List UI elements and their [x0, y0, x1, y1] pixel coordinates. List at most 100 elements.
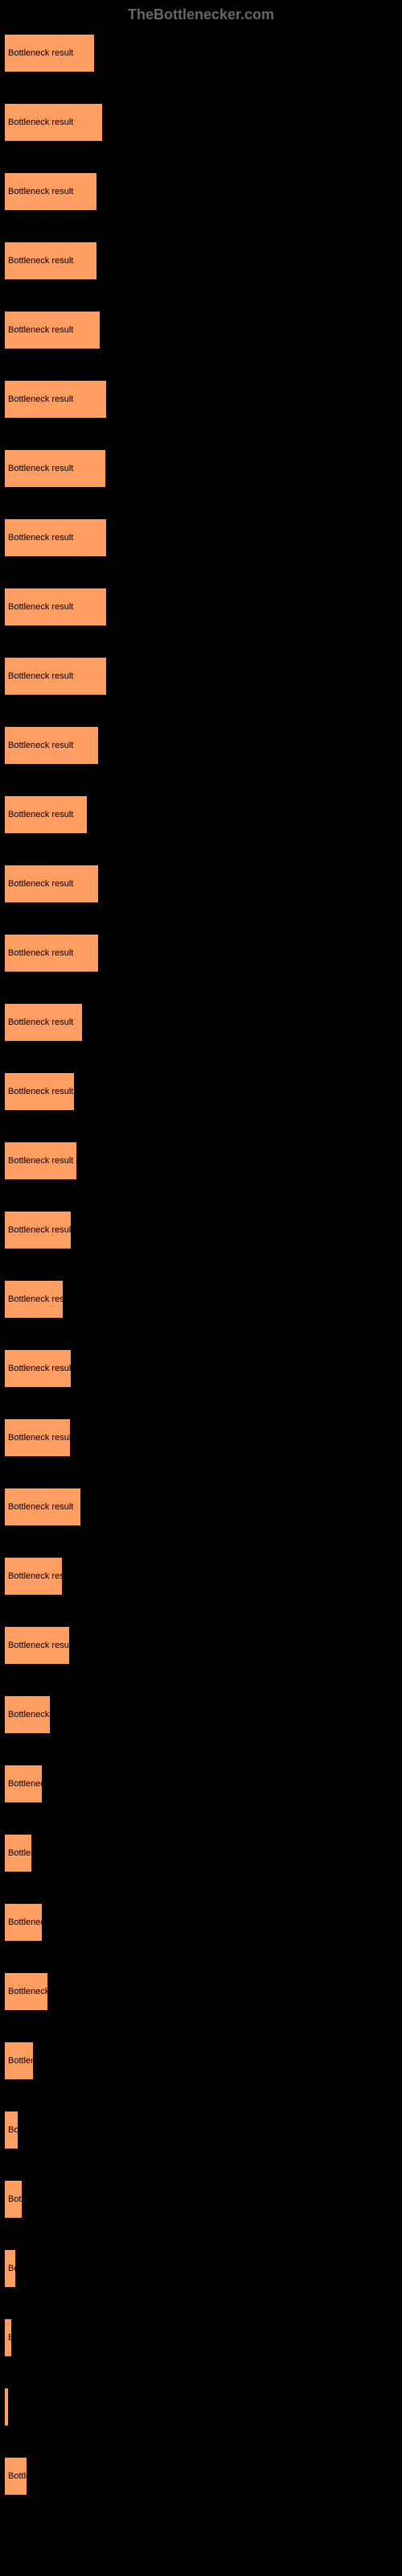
bar-label: Bottleneck result: [8, 2402, 9, 2412]
bar-label: Bottleneck result: [8, 1571, 63, 1581]
bar-label: Bottleneck result: [8, 1918, 43, 1927]
bar-row: Bottleneck result: [4, 2388, 402, 2426]
bar-row: Bottleneck result: [4, 2180, 402, 2219]
chart-bar: Bottleneck result: [4, 34, 95, 72]
page-header: TheBottlenecker.com: [0, 0, 402, 30]
chart-bar: Bottleneck result: [4, 380, 107, 419]
bar-row: Bottleneck result: [4, 34, 402, 72]
bar-label: Bottleneck result: [8, 256, 73, 266]
bar-chart: Bottleneck result Bottleneck result Bottle…: [0, 30, 402, 2496]
bar-row: Bottleneck result: [4, 103, 402, 142]
bar-row: Bottleneck result: [4, 2249, 402, 2288]
bar-row: Bottleneck result: [4, 1695, 402, 1734]
bar-row: Bottleneck result: [4, 1626, 402, 1665]
chart-bar: Bottleneck result: [4, 2457, 27, 2496]
bar-row: Bottleneck result: [4, 588, 402, 626]
chart-bar: Bottleneck result: [4, 1626, 70, 1665]
bar-label: Bottleneck result: [8, 118, 73, 127]
bar-row: Bottleneck result: [4, 657, 402, 696]
chart-bar: Bottleneck result: [4, 311, 100, 349]
bar-label: Bottleneck result: [8, 1779, 43, 1789]
chart-bar: Bottleneck result: [4, 1418, 71, 1457]
bar-label: Bottleneck result: [8, 533, 73, 543]
bar-row: Bottleneck result: [4, 726, 402, 765]
chart-bar: Bottleneck result: [4, 1765, 43, 1803]
bar-row: Bottleneck result: [4, 1141, 402, 1180]
chart-bar: Bottleneck result: [4, 2388, 9, 2426]
bar-row: Bottleneck result: [4, 1280, 402, 1319]
bar-row: Bottleneck result: [4, 1972, 402, 2011]
bar-row: Bottleneck result: [4, 865, 402, 903]
bar-label: Bottleneck result: [8, 325, 73, 335]
chart-bar: Bottleneck result: [4, 2111, 18, 2149]
chart-bar: Bottleneck result: [4, 1072, 75, 1111]
bar-row: Bottleneck result: [4, 1072, 402, 1111]
bar-row: Bottleneck result: [4, 1418, 402, 1457]
chart-bar: Bottleneck result: [4, 2249, 16, 2288]
bar-row: Bottleneck result: [4, 449, 402, 488]
chart-bar: Bottleneck result: [4, 1003, 83, 1042]
bar-label: Bottleneck result: [8, 602, 73, 612]
bar-label: Bottleneck result: [8, 1364, 72, 1373]
bar-label: Bottleneck result: [8, 1848, 32, 1858]
chart-bar: Bottleneck result: [4, 1903, 43, 1942]
bar-row: Bottleneck result: [4, 172, 402, 211]
bar-row: Bottleneck result: [4, 2318, 402, 2357]
bar-label: Bottleneck result: [8, 2333, 12, 2343]
chart-bar: Bottleneck result: [4, 1488, 81, 1526]
chart-bar: Bottleneck result: [4, 1972, 48, 2011]
bar-row: Bottleneck result: [4, 1903, 402, 1942]
chart-bar: Bottleneck result: [4, 865, 99, 903]
chart-bar: Bottleneck result: [4, 518, 107, 557]
bar-row: Bottleneck result: [4, 311, 402, 349]
bar-label: Bottleneck result: [8, 1641, 70, 1650]
bar-label: Bottleneck result: [8, 1156, 73, 1166]
bar-label: Bottleneck result: [8, 671, 73, 681]
chart-bar: Bottleneck result: [4, 1211, 72, 1249]
chart-bar: Bottleneck result: [4, 449, 106, 488]
bar-row: Bottleneck result: [4, 1349, 402, 1388]
bar-label: Bottleneck result: [8, 879, 73, 889]
bar-row: Bottleneck result: [4, 1765, 402, 1803]
bar-label: Bottleneck result: [8, 1433, 71, 1443]
chart-bar: Bottleneck result: [4, 1557, 63, 1596]
chart-bar: Bottleneck result: [4, 242, 97, 280]
bar-label: Bottleneck result: [8, 1502, 73, 1512]
bar-label: Bottleneck result: [8, 1294, 64, 1304]
bar-label: Bottleneck result: [8, 394, 73, 404]
bar-label: Bottleneck result: [8, 2056, 34, 2066]
bar-row: Bottleneck result: [4, 380, 402, 419]
chart-bar: Bottleneck result: [4, 2041, 34, 2080]
bar-label: Bottleneck result: [8, 2264, 16, 2273]
chart-bar: Bottleneck result: [4, 1280, 64, 1319]
chart-bar: Bottleneck result: [4, 2180, 23, 2219]
bar-label: Bottleneck result: [8, 2471, 27, 2481]
bar-label: Bottleneck result: [8, 810, 73, 819]
bar-row: Bottleneck result: [4, 1834, 402, 1872]
chart-bar: Bottleneck result: [4, 934, 99, 972]
bar-label: Bottleneck result: [8, 1087, 73, 1096]
bar-label: Bottleneck result: [8, 48, 73, 58]
bar-label: Bottleneck result: [8, 948, 73, 958]
bar-row: Bottleneck result: [4, 2041, 402, 2080]
bar-label: Bottleneck result: [8, 1710, 51, 1719]
chart-bar: Bottleneck result: [4, 2318, 12, 2357]
chart-bar: Bottleneck result: [4, 1695, 51, 1734]
bar-label: Bottleneck result: [8, 741, 73, 750]
chart-bar: Bottleneck result: [4, 1349, 72, 1388]
bar-row: Bottleneck result: [4, 2457, 402, 2496]
bar-label: Bottleneck result: [8, 464, 73, 473]
bar-label: Bottleneck result: [8, 1987, 48, 1996]
bar-label: Bottleneck result: [8, 2125, 18, 2135]
bar-row: Bottleneck result: [4, 2111, 402, 2149]
chart-bar: Bottleneck result: [4, 588, 107, 626]
chart-bar: Bottleneck result: [4, 1834, 32, 1872]
chart-bar: Bottleneck result: [4, 657, 107, 696]
bar-row: Bottleneck result: [4, 1557, 402, 1596]
bar-label: Bottleneck result: [8, 1225, 72, 1235]
chart-bar: Bottleneck result: [4, 795, 88, 834]
bar-label: Bottleneck result: [8, 1018, 73, 1027]
bar-label: Bottleneck result: [8, 2194, 23, 2204]
bar-label: Bottleneck result: [8, 187, 73, 196]
bar-row: Bottleneck result: [4, 934, 402, 972]
